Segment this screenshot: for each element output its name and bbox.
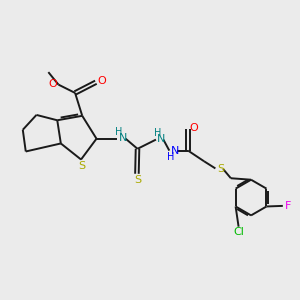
Text: O: O [97,76,106,86]
Text: N: N [157,134,166,144]
Text: N: N [119,133,128,143]
Text: O: O [190,123,198,133]
Text: S: S [78,161,85,171]
Text: S: S [217,164,224,174]
Text: Cl: Cl [233,227,244,237]
Text: N: N [170,146,179,157]
Text: H: H [154,128,161,138]
Text: F: F [285,201,291,211]
Text: O: O [49,79,58,89]
Text: H: H [116,127,123,137]
Text: H: H [167,152,175,162]
Text: S: S [134,175,141,185]
